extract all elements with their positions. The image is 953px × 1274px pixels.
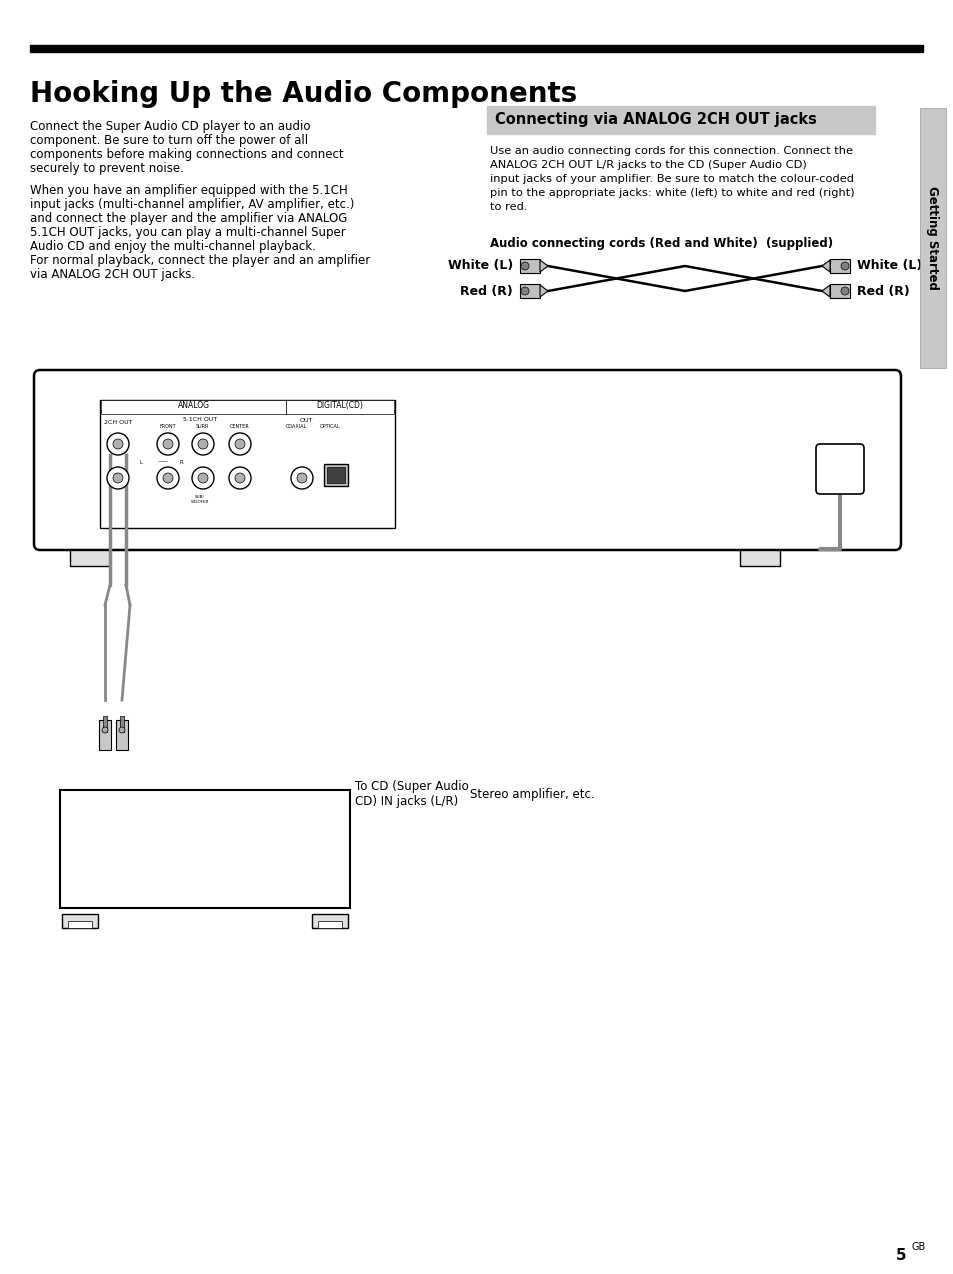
Bar <box>486 106 874 134</box>
Text: Red (R): Red (R) <box>459 284 513 298</box>
Bar <box>519 259 539 273</box>
Text: Connecting via ANALOG 2CH OUT jacks: Connecting via ANALOG 2CH OUT jacks <box>495 112 816 127</box>
Text: and connect the player and the amplifier via ANALOG: and connect the player and the amplifier… <box>30 211 347 225</box>
Circle shape <box>234 473 245 483</box>
Text: to red.: to red. <box>490 203 527 211</box>
Circle shape <box>112 440 123 448</box>
Text: Getting Started: Getting Started <box>925 186 939 290</box>
Text: OUT: OUT <box>299 418 313 423</box>
Text: securely to prevent noise.: securely to prevent noise. <box>30 162 184 175</box>
Circle shape <box>841 287 848 296</box>
Circle shape <box>296 473 307 483</box>
Bar <box>919 108 945 368</box>
Text: R: R <box>180 460 184 465</box>
Circle shape <box>157 468 179 489</box>
Circle shape <box>291 468 313 489</box>
Bar <box>327 468 345 483</box>
Circle shape <box>157 433 179 455</box>
Text: Stereo amplifier, etc.: Stereo amplifier, etc. <box>470 789 594 801</box>
Text: ——: —— <box>158 460 169 465</box>
Bar <box>116 720 128 750</box>
Text: ANALOG: ANALOG <box>177 401 210 410</box>
Bar <box>100 400 395 527</box>
Text: 5: 5 <box>895 1249 905 1263</box>
Bar <box>324 464 348 485</box>
Circle shape <box>229 433 251 455</box>
Bar <box>286 400 394 414</box>
Text: DIGITAL(CD): DIGITAL(CD) <box>316 401 363 410</box>
Polygon shape <box>539 285 547 297</box>
Circle shape <box>234 440 245 448</box>
Text: Use an audio connecting cords for this connection. Connect the: Use an audio connecting cords for this c… <box>490 147 852 155</box>
Text: Connect the Super Audio CD player to an audio: Connect the Super Audio CD player to an … <box>30 120 310 132</box>
Bar <box>519 284 539 298</box>
FancyBboxPatch shape <box>815 445 863 494</box>
FancyBboxPatch shape <box>34 369 900 550</box>
Circle shape <box>192 468 213 489</box>
Polygon shape <box>821 285 829 297</box>
Bar <box>740 550 780 566</box>
Circle shape <box>119 727 125 733</box>
Circle shape <box>163 440 172 448</box>
Text: When you have an amplifier equipped with the 5.1CH: When you have an amplifier equipped with… <box>30 183 348 197</box>
Bar <box>317 921 341 927</box>
Bar <box>30 45 923 52</box>
Text: ANALOG 2CH OUT L/R jacks to the CD (Super Audio CD): ANALOG 2CH OUT L/R jacks to the CD (Supe… <box>490 161 806 169</box>
Circle shape <box>107 468 129 489</box>
Bar <box>103 716 107 733</box>
Bar <box>70 550 110 566</box>
Text: Audio CD and enjoy the multi-channel playback.: Audio CD and enjoy the multi-channel pla… <box>30 240 315 254</box>
Bar <box>120 716 124 733</box>
Text: 5.1CH OUT: 5.1CH OUT <box>183 417 217 422</box>
Text: SURR: SURR <box>195 424 209 429</box>
Text: 5.1CH OUT jacks, you can play a multi-channel Super: 5.1CH OUT jacks, you can play a multi-ch… <box>30 225 345 240</box>
Bar <box>99 720 111 750</box>
Circle shape <box>229 468 251 489</box>
Text: COAXIAL: COAXIAL <box>285 424 306 429</box>
Text: component. Be sure to turn off the power of all: component. Be sure to turn off the power… <box>30 134 308 147</box>
Bar <box>101 400 286 414</box>
Text: via ANALOG 2CH OUT jacks.: via ANALOG 2CH OUT jacks. <box>30 268 195 282</box>
Circle shape <box>198 473 208 483</box>
Text: input jacks (multi-channel amplifier, AV amplifier, etc.): input jacks (multi-channel amplifier, AV… <box>30 197 354 211</box>
Text: White (L): White (L) <box>447 260 513 273</box>
Bar <box>68 921 91 927</box>
Text: OPTICAL: OPTICAL <box>319 424 340 429</box>
Circle shape <box>102 727 108 733</box>
Circle shape <box>520 262 529 270</box>
Text: CENTER: CENTER <box>230 424 250 429</box>
Bar <box>829 259 849 273</box>
Text: Red (R): Red (R) <box>856 284 909 298</box>
Text: White (L): White (L) <box>856 260 922 273</box>
Polygon shape <box>539 260 547 273</box>
Text: components before making connections and connect: components before making connections and… <box>30 148 343 161</box>
Text: For normal playback, connect the player and an amplifier: For normal playback, connect the player … <box>30 254 370 268</box>
Circle shape <box>198 440 208 448</box>
Text: input jacks of your amplifier. Be sure to match the colour-coded: input jacks of your amplifier. Be sure t… <box>490 175 853 183</box>
Bar <box>60 790 350 908</box>
Circle shape <box>163 473 172 483</box>
Polygon shape <box>821 260 829 273</box>
Bar <box>312 913 348 927</box>
Bar <box>829 284 849 298</box>
Circle shape <box>520 287 529 296</box>
Circle shape <box>841 262 848 270</box>
Text: To CD (Super Audio
CD) IN jacks (L/R): To CD (Super Audio CD) IN jacks (L/R) <box>355 780 468 808</box>
Text: SUB/
WOOFER: SUB/ WOOFER <box>191 496 209 503</box>
Circle shape <box>107 433 129 455</box>
Text: 2CH OUT: 2CH OUT <box>104 420 132 426</box>
Text: GB: GB <box>911 1242 925 1252</box>
Text: FRONT: FRONT <box>159 424 176 429</box>
Bar <box>62 913 98 927</box>
Circle shape <box>112 473 123 483</box>
Text: pin to the appropriate jacks: white (left) to white and red (right): pin to the appropriate jacks: white (lef… <box>490 189 854 197</box>
Text: Hooking Up the Audio Components: Hooking Up the Audio Components <box>30 80 577 108</box>
Text: L: L <box>140 460 143 465</box>
Circle shape <box>192 433 213 455</box>
Text: Audio connecting cords (Red and White)  (supplied): Audio connecting cords (Red and White) (… <box>490 237 832 250</box>
